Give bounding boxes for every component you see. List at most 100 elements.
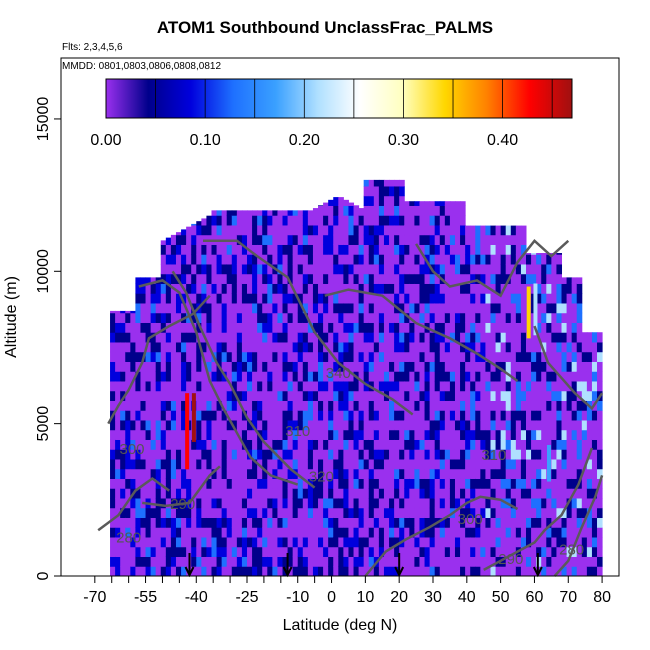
heatmap-cell	[292, 488, 299, 499]
heatmap-cell	[470, 361, 476, 372]
x-tick-label: 30	[424, 589, 442, 606]
heatmap-cell	[399, 419, 405, 431]
heatmap-cell	[383, 556, 390, 567]
heatmap-cell	[597, 371, 603, 382]
heatmap-cell	[485, 478, 491, 489]
heatmap-cell	[480, 341, 486, 353]
heatmap-cell	[155, 449, 162, 460]
heatmap-cell	[333, 234, 339, 245]
heatmap-cell	[561, 458, 568, 470]
heatmap-cell	[312, 302, 319, 314]
heatmap-cell	[419, 234, 426, 245]
heatmap-cell	[282, 439, 289, 450]
heatmap-cell	[302, 322, 309, 333]
heatmap-cell	[373, 517, 380, 528]
heatmap-cell	[429, 400, 436, 411]
heatmap-cell	[470, 517, 476, 528]
heatmap-cell	[170, 449, 177, 460]
heatmap-cell	[287, 380, 294, 392]
heatmap-cell	[247, 351, 253, 362]
heatmap-cell	[201, 244, 207, 255]
heatmap-cell	[439, 341, 446, 353]
heatmap-cell	[404, 429, 410, 440]
heatmap-cell	[257, 263, 263, 275]
heatmap-cell	[252, 302, 258, 314]
heatmap-cell	[449, 458, 456, 470]
colorbar-tick-label: 0.10	[190, 132, 221, 149]
heatmap-cell	[378, 215, 385, 226]
heatmap-cell	[125, 410, 131, 421]
heatmap-cell	[120, 449, 126, 460]
heatmap-cell	[241, 497, 248, 509]
heatmap-cell	[465, 507, 471, 518]
heatmap-cell	[277, 400, 284, 411]
heatmap-cell	[556, 468, 563, 479]
heatmap-cell	[581, 419, 588, 431]
heatmap-cell	[140, 536, 147, 548]
heatmap-cell	[510, 283, 517, 294]
heatmap-cell	[358, 234, 365, 245]
heatmap-cell	[236, 371, 243, 382]
heatmap-cell	[257, 351, 263, 362]
heatmap-cell	[216, 536, 223, 548]
heatmap-cell	[414, 556, 420, 567]
heatmap-cell	[297, 224, 304, 236]
heatmap-cell	[236, 234, 243, 245]
heatmap-cell	[201, 439, 207, 450]
heatmap-cell	[470, 293, 476, 304]
heatmap-cell	[475, 429, 481, 440]
heatmap-cell	[196, 566, 202, 577]
heatmap-cell	[302, 449, 309, 460]
heatmap-cell	[170, 380, 177, 392]
heatmap-cell	[419, 351, 426, 362]
heatmap-cell	[262, 351, 268, 362]
heatmap-cell	[277, 546, 284, 557]
heatmap-cell	[358, 429, 365, 440]
heatmap-cell	[566, 468, 573, 479]
heatmap-cell	[581, 488, 588, 499]
heatmap-cell	[475, 361, 481, 372]
heatmap-cell	[429, 244, 436, 255]
heatmap-cell	[231, 244, 238, 255]
heatmap-cell	[267, 244, 273, 255]
heatmap-cell	[292, 429, 299, 440]
heatmap-cell	[348, 273, 355, 284]
heatmap-cell	[155, 332, 162, 343]
heatmap-cell	[409, 566, 415, 577]
heatmap-cell	[424, 244, 431, 255]
heatmap-cell	[155, 410, 162, 421]
heatmap-cell	[272, 361, 278, 372]
heatmap-cell	[115, 536, 121, 548]
heatmap-cell	[546, 497, 552, 509]
heatmap-cell	[181, 302, 187, 314]
heatmap-cell	[556, 380, 563, 392]
heatmap-cell	[581, 429, 588, 440]
heatmap-cell	[257, 556, 263, 567]
heatmap-cell	[368, 527, 375, 538]
heatmap-cell	[394, 390, 400, 401]
heatmap-cell	[140, 312, 147, 323]
heatmap-cell	[363, 263, 370, 275]
heatmap-cell	[160, 400, 167, 411]
heatmap-cell	[378, 341, 385, 353]
heatmap-cell	[475, 439, 481, 450]
heatmap-cell	[465, 488, 471, 499]
heatmap-cell	[155, 390, 162, 401]
heatmap-cell	[414, 302, 420, 314]
heatmap-cell	[206, 488, 212, 499]
heatmap-cell	[236, 488, 243, 499]
heatmap-cell	[444, 536, 451, 548]
heatmap-cell	[449, 201, 456, 206]
heatmap-cell	[485, 322, 491, 333]
bright-column	[185, 393, 190, 470]
heatmap-cell	[318, 215, 324, 226]
heatmap-cell	[444, 371, 451, 382]
heatmap-cell	[358, 273, 365, 284]
heatmap-cell	[378, 263, 385, 275]
heatmap-cell	[439, 234, 446, 245]
heatmap-cell	[394, 341, 400, 353]
heatmap-cell	[520, 371, 527, 382]
heatmap-cell	[323, 566, 329, 577]
heatmap-cell	[328, 488, 334, 499]
heatmap-cell	[454, 371, 461, 382]
